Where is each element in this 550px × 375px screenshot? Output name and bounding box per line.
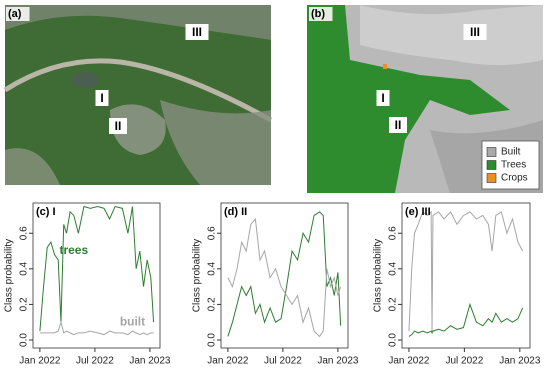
region-marker-bg — [185, 24, 209, 40]
legend-swatch — [486, 160, 497, 170]
region-marker: I — [381, 91, 384, 105]
panel-label: (b) — [311, 8, 325, 20]
panel-label-bg — [309, 7, 333, 21]
x-tick-label: Jul 2022 — [445, 356, 483, 367]
panel-label-bg — [6, 7, 30, 21]
y-tick-label: 0.0 — [388, 333, 399, 347]
panel-title: (d) II — [224, 206, 247, 218]
data-line — [227, 211, 342, 337]
y-tick-label: 0.2 — [388, 297, 399, 311]
region-marker: I — [100, 91, 103, 105]
data-line — [408, 302, 524, 337]
data-line — [39, 320, 154, 336]
region-marker-bg — [95, 90, 109, 106]
region-marker-bg — [109, 118, 127, 134]
region-marker: II — [115, 119, 122, 133]
legend-label: Crops — [501, 173, 528, 184]
y-tick-label: 0.4 — [207, 261, 218, 275]
x-tick-label: Jan 2023 — [129, 356, 171, 367]
y-tick-label: 0.0 — [207, 333, 218, 347]
series-label: trees — [59, 243, 88, 257]
region-marker: II — [395, 118, 402, 132]
plot-frame — [401, 202, 531, 349]
legend-label: Trees — [501, 160, 526, 171]
region-marker-bg — [463, 24, 487, 40]
data-line — [408, 210, 524, 332]
chart-panel: 0.0 0.2 0.4 0.6 Jan 2022 Jul 2022 Jan 2023 Clas… — [192, 202, 359, 367]
plot-frame — [220, 202, 349, 349]
y-tick-label: 0.4 — [19, 261, 30, 275]
aerial-image — [3, 5, 273, 185]
x-tick-label: Jan 2022 — [207, 356, 249, 367]
plot-frame — [32, 202, 161, 349]
region-marker: III — [192, 25, 202, 39]
legend-swatch — [486, 173, 497, 183]
region-marker: III — [470, 25, 480, 39]
charts: 0.0 0.2 0.4 0.6 Jan 2022 Jul 2022 Jan 2023 Clas… — [4, 202, 541, 367]
chart-panel: 0.0 0.2 0.4 0.6 Jan 2022 Jul 2022 Jan 2023 Clas… — [4, 202, 171, 367]
y-tick-label: 0.2 — [19, 297, 30, 311]
y-tick-label: 0.6 — [388, 226, 399, 240]
x-tick-label: Jan 2022 — [19, 356, 61, 367]
panel-title: (e) III — [405, 206, 431, 218]
x-tick-label: Jul 2022 — [76, 356, 114, 367]
y-axis-label: Class probability — [373, 239, 384, 312]
y-tick-label: 0.2 — [207, 297, 218, 311]
y-tick-label: 0.6 — [19, 226, 30, 240]
chart-panel: 0.0 0.2 0.4 0.6 Jan 2022 Jul 2022 Jan 2023 Clas… — [373, 202, 541, 367]
y-axis-label: Class probability — [192, 239, 203, 312]
y-tick-label: 0.0 — [19, 333, 30, 347]
y-tick-label: 0.6 — [207, 226, 218, 240]
series-label: built — [120, 314, 145, 328]
x-tick-label: Jan 2023 — [499, 356, 541, 367]
y-axis-label: Class probability — [4, 239, 15, 312]
x-tick-label: Jan 2023 — [317, 356, 359, 367]
panel-label: (a) — [8, 8, 22, 20]
legend-label: Built — [501, 147, 521, 158]
region-marker-bg — [376, 90, 390, 106]
legend-swatch — [486, 147, 497, 157]
y-tick-label: 0.4 — [388, 261, 399, 275]
panel-title: (c) I — [36, 206, 56, 218]
x-tick-label: Jan 2022 — [388, 356, 430, 367]
data-line — [39, 205, 155, 332]
region-marker-bg — [389, 117, 407, 133]
data-line — [227, 217, 342, 338]
x-tick-label: Jul 2022 — [264, 356, 302, 367]
